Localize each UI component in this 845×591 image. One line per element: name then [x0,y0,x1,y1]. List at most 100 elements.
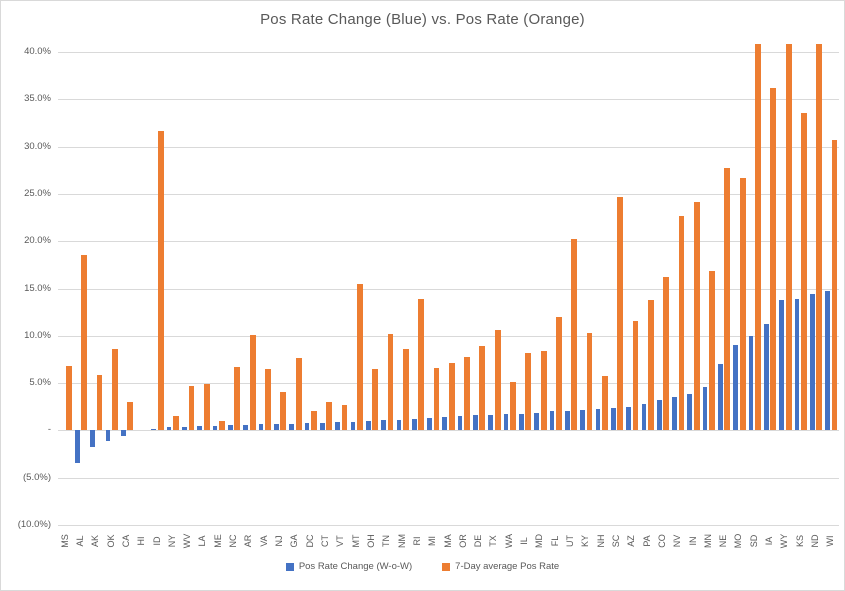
gridline-5 [58,383,839,385]
bar-blue-VA [258,424,264,431]
gridline-40 [58,52,839,54]
gridline-30 [58,146,839,148]
bar-orange-AZ [632,320,639,431]
bar-orange-MT [356,283,363,431]
y-tick-label: 15.0% [24,282,51,294]
bar-blue-CO [656,400,662,431]
bar-blue-WV [182,426,187,431]
bar-blue-ME [212,425,218,431]
bar-blue-CA [120,430,126,437]
legend-item-7day-avg: 7-Day average Pos Rate [442,561,559,572]
bar-blue-WY [779,299,785,431]
bar-orange-NV [678,215,685,431]
y-tick-label: (10.0%) [17,519,51,530]
gridline-15 [58,288,839,290]
bar-orange-IA [770,87,777,431]
bar-orange-MS [66,366,72,431]
bar-orange-CA [127,402,134,431]
x-tick-label-WI: WI [825,535,836,547]
bar-orange-WY [785,44,792,431]
chart-title: Pos Rate Change (Blue) vs. Pos Rate (Ora… [260,11,585,28]
legend-swatch-orange [442,562,451,571]
bar-blue-DE [473,415,478,431]
bar-blue-CT [319,422,325,431]
bar-blue-AK [90,430,95,448]
bar-orange-OK [111,349,118,431]
bar-orange-WA [510,382,516,431]
bar-orange-NM [402,349,409,431]
bar-orange-KY [586,332,593,431]
bar-blue-OR [457,416,463,431]
bar-blue-TN [381,420,386,431]
bar-orange-TN [387,333,394,431]
bar-blue-WA [503,414,509,431]
bar-orange-NE [724,168,731,431]
bar-blue-GA [289,423,294,431]
bar-orange-MA [448,363,455,431]
bar-blue-KY [580,409,585,431]
gridline-35 [58,99,839,101]
bar-blue-ND [809,294,815,431]
y-tick-label: - [47,424,51,436]
bar-orange-DE [479,346,486,431]
bar-blue-MI [427,417,432,431]
bar-orange-MD [540,350,547,431]
bar-blue-AR [243,424,249,431]
bar-orange-IN [693,202,700,431]
bar-orange-TX [494,330,501,431]
bar-blue-NE [718,364,723,431]
bar-orange-MO [739,177,746,431]
bar-blue-OK [105,430,111,441]
gridline-20 [58,241,839,243]
bar-orange-NJ [280,391,287,431]
bar-orange-NH [601,376,608,431]
bar-orange-MN [709,271,715,431]
bar-orange-ND [816,44,823,431]
y-tick-label: 40.0% [24,46,51,58]
bar-orange-IL [525,352,532,431]
bar-orange-NC [234,367,241,431]
legend-swatch-blue [285,562,294,571]
bar-blue-IA [764,323,769,431]
bar-blue-SC [610,408,616,431]
y-tick-label: 20.0% [24,235,51,247]
bar-blue-ID [151,428,157,431]
bar-blue-MN [702,386,708,431]
bar-orange-PA [647,299,654,431]
bar-orange-AL [81,255,88,431]
gridline--5 [58,477,839,479]
bar-blue-TX [488,414,494,431]
bar-orange-WI [831,140,838,431]
bar-blue-NV [672,397,677,431]
bar-blue-NY [166,427,172,431]
bar-blue-MT [350,421,356,431]
bar-orange-KS [801,112,807,431]
bar-blue-NJ [273,423,279,431]
bar-blue-OH [365,420,371,431]
bar-blue-RI [411,419,417,431]
bar-orange-NY [173,416,179,431]
bar-orange-UT [571,239,578,431]
bar-orange-CT [326,402,333,431]
legend-label-7day-avg: 7-Day average Pos Rate [455,561,560,572]
y-tick-label: 35.0% [24,93,51,105]
bar-blue-MA [442,416,448,431]
bar-orange-VT [341,404,348,431]
bar-orange-VA [265,368,271,431]
bar-orange-CO [663,277,670,431]
bar-orange-OR [464,356,470,431]
bar-blue-IN [687,393,693,431]
y-tick-label: 30.0% [24,140,51,152]
legend: Pos Rate Change (W-o-W) 7-Day average Po… [1,561,844,572]
bar-blue-AZ [626,406,631,431]
bar-blue-IL [519,413,524,431]
gridline-10 [58,335,839,337]
legend-item-pos-rate-change: Pos Rate Change (W-o-W) [285,561,412,572]
bar-blue-UT [564,411,570,431]
bar-orange-RI [418,298,424,431]
bar-blue-VT [335,422,340,431]
bar-orange-LA [203,384,210,431]
bar-blue-NH [595,408,601,431]
